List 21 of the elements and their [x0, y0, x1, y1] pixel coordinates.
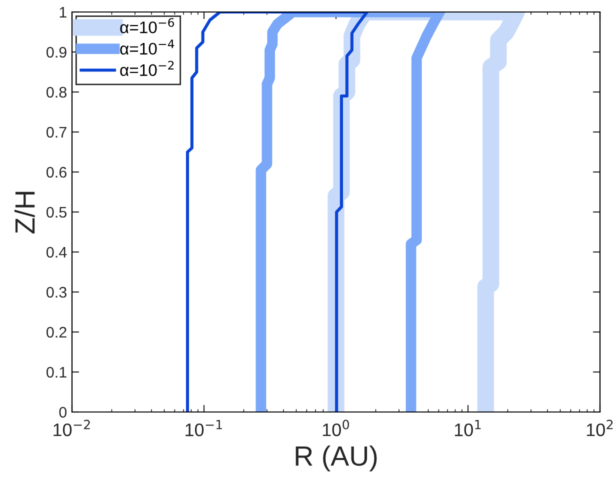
- x-tick-label: 10$^{−1}$: [186, 420, 222, 436]
- y-tick-label: 0.4: [46, 246, 67, 258]
- y-tick-label: 0.9: [46, 46, 66, 58]
- x-tick-label: 10$^{0}$: [322, 420, 350, 436]
- x-tick-label: 10$^{1}$: [454, 420, 481, 436]
- y-tick-label: 0.5: [46, 206, 66, 218]
- y-tick-label: 1: [60, 7, 66, 18]
- y-tick-label: 0.6: [46, 166, 66, 178]
- y-tick-label: 0.2: [46, 326, 66, 338]
- x-tick-label: 10$^{2}$: [586, 420, 613, 436]
- legend-label: α=10$^{−2}$: [120, 60, 174, 76]
- y-tick-label: 0: [59, 406, 67, 418]
- y-axis-title: Z/H: [14, 192, 35, 234]
- y-tick-label: 0.8: [46, 86, 66, 98]
- y-tick-label: 0.3: [46, 286, 66, 298]
- legend-label: α=10$^{−6}$: [120, 18, 174, 34]
- y-tick-label: 0.1: [46, 366, 66, 378]
- y-tick-label: 0.7: [46, 126, 66, 138]
- x-tick-label: 10$^{−2}$: [54, 420, 90, 436]
- legend-label: α=10$^{−4}$: [120, 40, 174, 55]
- x-axis-title: R (AU): [296, 446, 377, 472]
